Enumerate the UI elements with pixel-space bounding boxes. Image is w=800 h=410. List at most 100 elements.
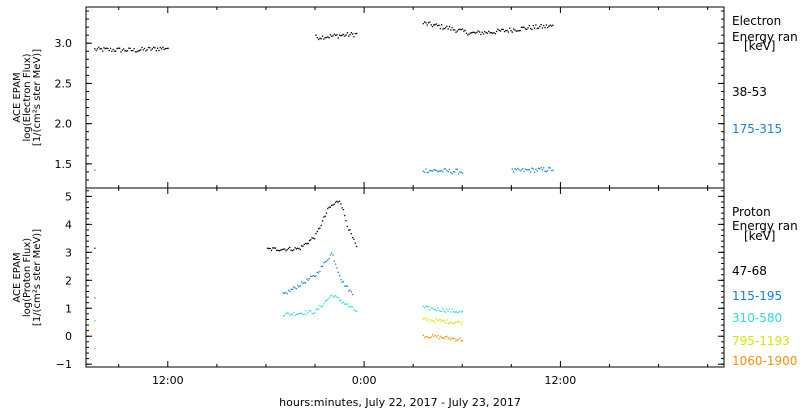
data-point [348, 305, 350, 307]
data-point [448, 337, 451, 339]
data-point [350, 31, 352, 34]
data-point [350, 305, 352, 308]
data-point [506, 29, 508, 32]
data-point [464, 29, 466, 31]
legend-entry-115-195: 115-195 [732, 289, 782, 303]
data-point [429, 21, 431, 23]
data-point [137, 50, 139, 52]
data-point [355, 245, 358, 248]
data-point [444, 322, 447, 324]
data-point [328, 297, 330, 299]
data-point [531, 167, 533, 169]
data-point [329, 34, 332, 36]
data-point [334, 295, 337, 297]
data-point [437, 170, 439, 173]
data-point [146, 49, 148, 51]
data-point [320, 38, 322, 40]
data-point [295, 288, 298, 290]
data-point [107, 47, 109, 50]
data-point [334, 34, 337, 36]
data-point [286, 312, 288, 314]
data-point [340, 35, 342, 37]
data-point [344, 35, 346, 37]
data-point [454, 29, 456, 31]
data-point [342, 301, 345, 303]
data-point [454, 311, 456, 314]
data-point [430, 336, 432, 338]
data-point [540, 166, 542, 169]
data-point [443, 168, 445, 170]
proton-y-tick-label: −1 [56, 358, 72, 371]
data-point [427, 305, 430, 308]
data-point [435, 318, 438, 320]
data-point [546, 26, 549, 29]
data-point [166, 47, 168, 50]
data-point [433, 309, 435, 311]
data-point [541, 27, 544, 29]
data-point [353, 238, 355, 240]
data-point [451, 337, 453, 339]
data-point [325, 260, 328, 263]
data-point [543, 167, 545, 169]
data-point [526, 28, 528, 30]
data-point [274, 247, 277, 249]
data-point [336, 34, 338, 36]
data-point [302, 313, 304, 316]
data-point [444, 27, 447, 29]
data-point [423, 317, 426, 319]
data-point [345, 303, 347, 305]
data-point [351, 236, 354, 239]
data-point [151, 48, 154, 50]
data-point [539, 168, 541, 170]
data-point [138, 49, 140, 52]
data-point [291, 250, 294, 252]
data-point [312, 312, 315, 315]
data-point [460, 324, 462, 326]
data-point [94, 328, 96, 330]
data-point [442, 319, 444, 321]
data-point [550, 25, 553, 27]
data-point [552, 169, 554, 171]
data-point [317, 272, 320, 274]
data-point [311, 312, 313, 314]
data-point [282, 292, 284, 294]
data-point [315, 34, 317, 36]
data-point [102, 50, 104, 52]
data-point [511, 168, 513, 170]
electron-legend-title: Energy ran [732, 30, 798, 44]
data-point [535, 24, 537, 26]
data-point [438, 338, 440, 340]
data-point [149, 47, 151, 49]
legend-entry-310-580: 310-580 [732, 311, 782, 325]
data-point [447, 322, 449, 324]
data-point [119, 47, 121, 49]
data-point [350, 291, 352, 293]
data-point [111, 50, 113, 52]
data-point [336, 200, 338, 203]
legend-entry-795-1193: 795-1193 [732, 334, 790, 348]
data-point [327, 207, 329, 210]
data-point [299, 312, 301, 314]
data-point [516, 30, 519, 32]
electron-panel-frame [85, 6, 725, 189]
data-point [332, 35, 334, 37]
data-point [150, 49, 152, 51]
data-point [527, 27, 529, 29]
data-point [458, 311, 460, 313]
data-point [286, 249, 288, 251]
data-point [448, 308, 451, 310]
data-point [290, 249, 292, 251]
data-point [461, 320, 464, 323]
data-point [524, 28, 527, 30]
data-point [455, 321, 457, 324]
data-point [99, 48, 101, 50]
data-point [329, 254, 332, 256]
data-point [446, 169, 448, 172]
series-proton-310-580 [94, 294, 464, 322]
data-point [452, 310, 455, 313]
data-point [452, 29, 455, 31]
data-point [314, 238, 316, 240]
data-point [459, 171, 461, 173]
data-point [425, 22, 427, 24]
